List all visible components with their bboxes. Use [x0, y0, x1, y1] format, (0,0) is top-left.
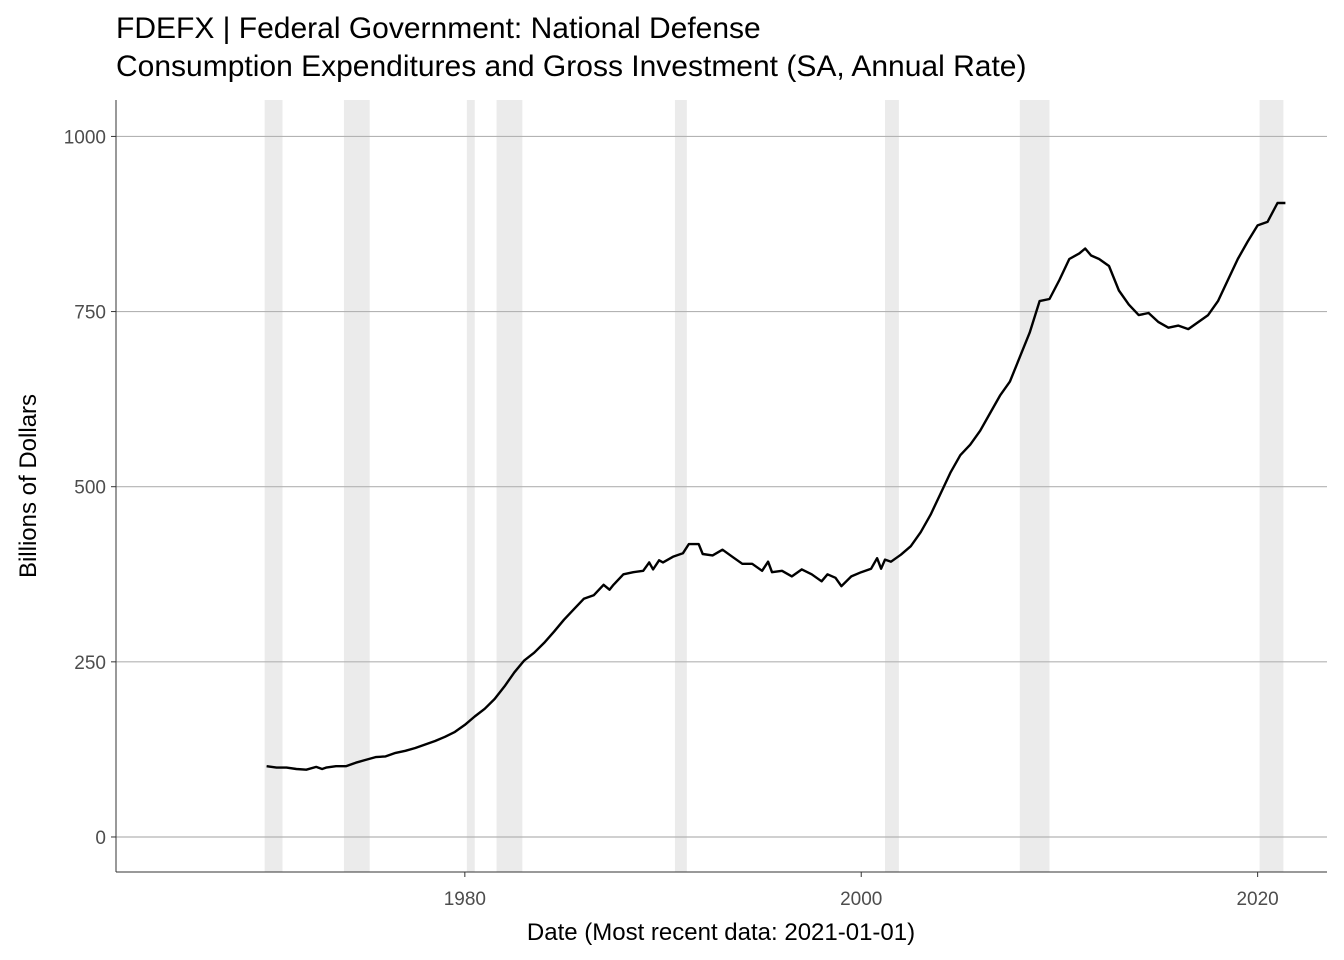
x-ticks: 1980 2000 2020	[444, 872, 1279, 910]
y-ticks: 0 250 500 750 1000	[64, 127, 116, 849]
recession-band-7	[1259, 100, 1284, 872]
gridlines	[116, 135, 1327, 838]
y-tick-label-0: 0	[95, 828, 106, 849]
x-tick-label-2020: 2020	[1236, 889, 1278, 910]
chart-title-block: FDEFX | Federal Government: National Def…	[116, 10, 1026, 86]
recession-band-6	[1019, 100, 1050, 872]
recession-band-3	[496, 100, 523, 872]
chart-title: FDEFX | Federal Government: National Def…	[116, 12, 761, 45]
x-tick-label-2000: 2000	[840, 889, 882, 910]
y-tick-label-750: 750	[74, 303, 106, 324]
recession-bands	[264, 100, 1284, 872]
y-tick-label-1000: 1000	[64, 127, 106, 148]
y-tick-label-500: 500	[74, 478, 106, 499]
recession-band-4	[674, 100, 687, 872]
recession-band-2	[466, 100, 475, 872]
plot-panel	[116, 100, 1327, 872]
recession-band-5	[885, 100, 899, 872]
recession-band-1	[343, 100, 370, 872]
recession-band-0	[264, 100, 283, 872]
y-tick-label-250: 250	[74, 653, 106, 674]
x-tick-label-1980: 1980	[444, 889, 486, 910]
chart-subtitle: Consumption Expenditures and Gross Inves…	[116, 50, 1027, 83]
y-axis-title: Billions of Dollars	[15, 394, 42, 578]
series-line	[266, 201, 1286, 771]
x-axis-title: Date (Most recent data: 2021-01-01)	[527, 919, 915, 946]
